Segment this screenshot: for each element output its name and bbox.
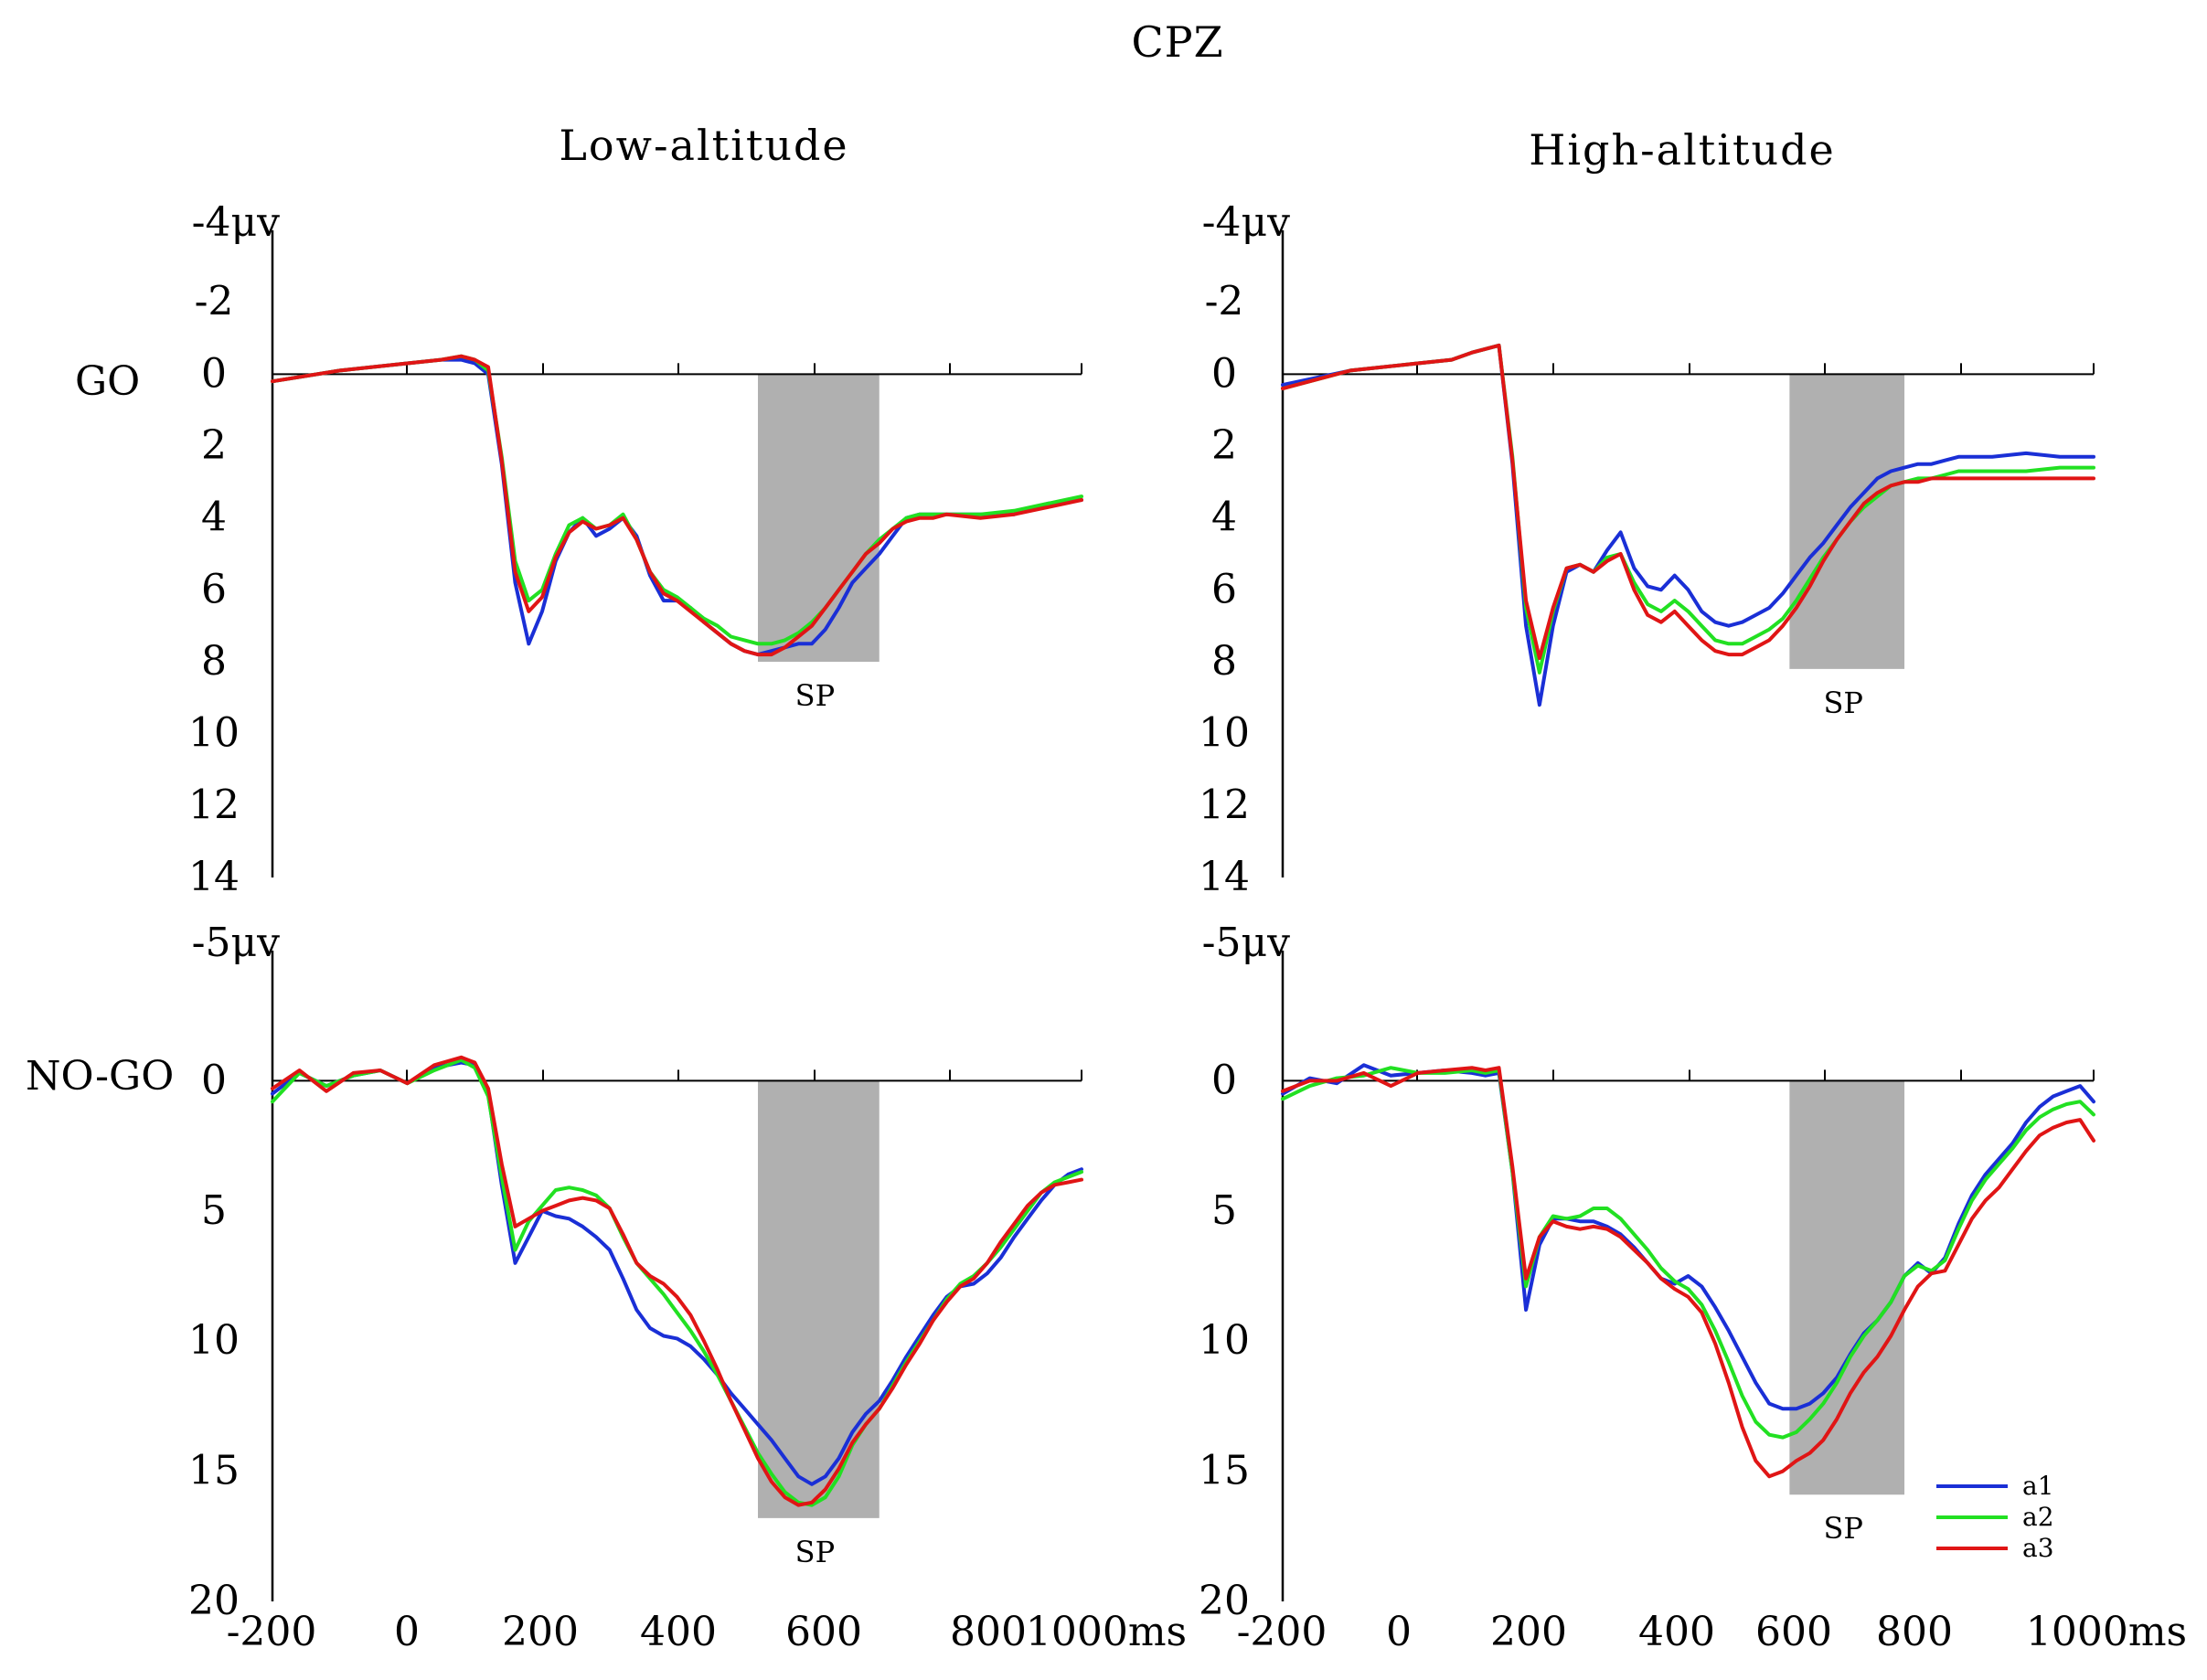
x-tick-label-nogo-low: 1000ms — [1026, 1609, 1187, 1655]
x-tick-label-nogo-high: 600 — [1755, 1609, 1832, 1655]
x-tick-label-nogo-low: 0 — [394, 1609, 420, 1655]
sp-window-go-high — [1789, 374, 1905, 669]
sp-label-go-high: SP — [1823, 686, 1862, 720]
y-unit-label-go-high: -4μv — [1202, 199, 1290, 246]
y-tick-label-go-low: 14 — [188, 854, 240, 900]
y-tick-label-go-low: 6 — [201, 566, 227, 612]
series-line-a2-nogo-low — [271, 1058, 1083, 1507]
y-tick-label-go-low: 4 — [201, 494, 227, 541]
series-line-a1-nogo-high — [1281, 1063, 2095, 1411]
panel-title-go-high: High-altitude — [1529, 125, 1836, 175]
sp-window-nogo-high — [1789, 1080, 1905, 1495]
panel-nogo-high: SP -5μv 0 5 10 15 20-200 0 200 400 600 800 1000ms — [1199, 920, 2187, 1655]
y-tick-label-nogo-low: 20 — [188, 1578, 240, 1624]
legend-label-a2: a2 — [2022, 1502, 2054, 1532]
y-tick-label-go-high: 12 — [1199, 782, 1250, 828]
x-tick-label-nogo-high: 0 — [1386, 1609, 1412, 1655]
panel-nogo-low: NO-GO SP -5μv 0 5 10 15 20-200 0 200 400 600 8001000… — [26, 920, 1187, 1655]
panel-title-go-low: Low-altitude — [559, 121, 848, 170]
y-tick-label-nogo-high: 20 — [1199, 1578, 1250, 1624]
figure-title: CPZ — [1131, 17, 1223, 67]
y-tick-label-go-high: 2 — [1211, 422, 1237, 469]
row-label-go-low: GO — [75, 358, 140, 405]
y-tick-label-go-high: 6 — [1211, 566, 1237, 612]
y-tick-label-go-high: 0 — [1211, 350, 1237, 397]
y-tick-label-nogo-high: 5 — [1211, 1187, 1237, 1234]
x-tick-label-nogo-low: 800 — [950, 1609, 1027, 1655]
series-line-a1-go-low — [271, 357, 1083, 657]
x-tick-label-nogo-low: 400 — [640, 1609, 717, 1655]
y-tick-label-nogo-low: 0 — [201, 1057, 227, 1103]
y-tick-label-go-low: 8 — [201, 638, 227, 685]
x-tick-label-nogo-low: 600 — [785, 1609, 862, 1655]
legend-label-a3: a3 — [2022, 1533, 2054, 1563]
y-tick-label-go-high: 4 — [1211, 494, 1237, 541]
y-tick-label-nogo-high: 15 — [1199, 1448, 1250, 1494]
y-unit-label-go-low: -4μv — [192, 199, 280, 246]
y-tick-label-go-high: -2 — [1205, 279, 1244, 325]
y-tick-label-go-high: 10 — [1199, 710, 1250, 757]
sp-label-go-low: SP — [795, 678, 835, 713]
series-line-a3-go-high — [1281, 343, 2095, 661]
panel-go-high: High-altitude SP -4μv -2 0 2 4 6 8 10 12 14 — [1199, 125, 2095, 900]
sp-label-nogo-high: SP — [1823, 1511, 1862, 1546]
y-tick-label-go-high: 14 — [1199, 854, 1250, 900]
series-line-a3-go-low — [271, 354, 1083, 657]
x-tick-label-nogo-high: -200 — [1237, 1609, 1327, 1655]
y-tick-label-nogo-high: 10 — [1199, 1317, 1250, 1364]
y-tick-label-go-low: 12 — [188, 782, 240, 828]
row-label-nogo-low: NO-GO — [26, 1053, 174, 1100]
series-line-a1-go-high — [1281, 343, 2095, 707]
y-unit-label-nogo-high: -5μv — [1202, 920, 1290, 966]
y-tick-label-go-high: 8 — [1211, 638, 1237, 685]
series-line-a1-nogo-low — [271, 1060, 1083, 1486]
y-tick-label-go-low: 2 — [201, 422, 227, 469]
y-tick-label-nogo-low: 5 — [201, 1187, 227, 1234]
panel-go-low: Low-altitude GO SP -4μv -2 0 2 4 6 8 10 12 14 — [75, 121, 1083, 900]
legend-label-a1: a1 — [2022, 1471, 2054, 1501]
x-tick-label-nogo-low: -200 — [227, 1609, 317, 1655]
y-tick-label-go-low: 0 — [201, 350, 227, 397]
x-tick-label-nogo-high: 800 — [1876, 1609, 1953, 1655]
x-tick-label-nogo-high: 200 — [1490, 1609, 1567, 1655]
y-tick-label-nogo-low: 10 — [188, 1317, 240, 1364]
series-line-a2-nogo-high — [1281, 1066, 2095, 1440]
x-tick-label-nogo-low: 200 — [502, 1609, 579, 1655]
series-line-a3-nogo-low — [271, 1055, 1083, 1507]
y-tick-label-go-low: -2 — [195, 279, 234, 325]
series-line-a3-nogo-high — [1281, 1066, 2095, 1479]
sp-window-nogo-low — [758, 1080, 880, 1518]
y-unit-label-nogo-low: -5μv — [192, 920, 280, 966]
y-tick-label-nogo-low: 15 — [188, 1448, 240, 1494]
y-tick-label-nogo-high: 0 — [1211, 1057, 1237, 1103]
x-tick-label-nogo-high: 400 — [1638, 1609, 1715, 1655]
y-tick-label-go-low: 10 — [188, 710, 240, 757]
sp-label-nogo-low: SP — [795, 1535, 835, 1569]
x-tick-label-nogo-high: 1000ms — [2026, 1609, 2187, 1655]
